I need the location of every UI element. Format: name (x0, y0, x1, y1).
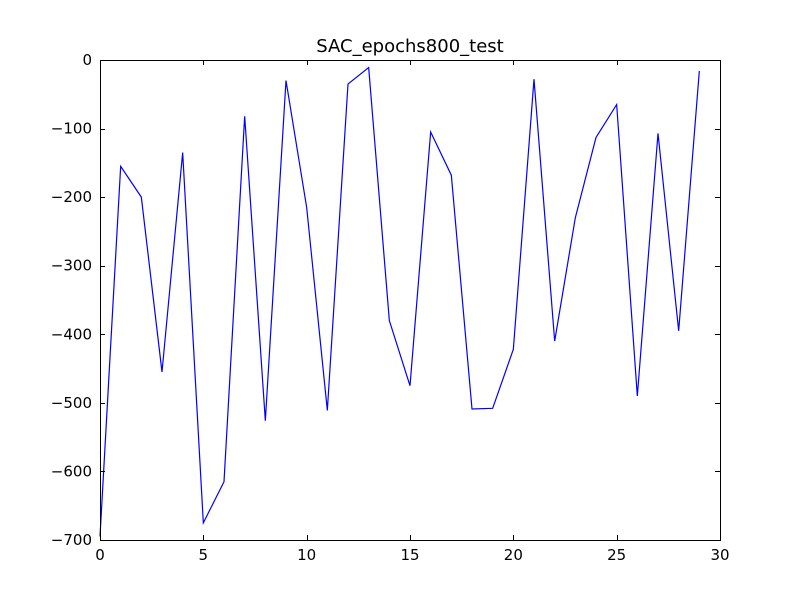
y-tick-label: −100 (51, 120, 92, 138)
y-tick-label: −300 (51, 257, 92, 275)
plot-frame (100, 60, 721, 541)
x-tick-label: 0 (95, 546, 105, 564)
y-tick-label: −700 (51, 531, 92, 549)
x-tick-label: 20 (504, 546, 523, 564)
y-tick-label: −500 (51, 394, 92, 412)
y-tick-label: −200 (51, 188, 92, 206)
x-tick-label: 5 (199, 546, 209, 564)
y-tick-label: 0 (82, 51, 92, 69)
x-tick-label: 25 (607, 546, 626, 564)
x-tick-label: 30 (710, 546, 729, 564)
chart-title: SAC_epochs800_test (316, 36, 503, 57)
y-tick-label: −400 (51, 325, 92, 343)
y-tick-label: −600 (51, 462, 92, 480)
x-tick-label: 10 (297, 546, 316, 564)
series-line-0 (99, 66, 700, 537)
x-tick-label: 15 (400, 546, 419, 564)
plot-area (100, 60, 720, 540)
